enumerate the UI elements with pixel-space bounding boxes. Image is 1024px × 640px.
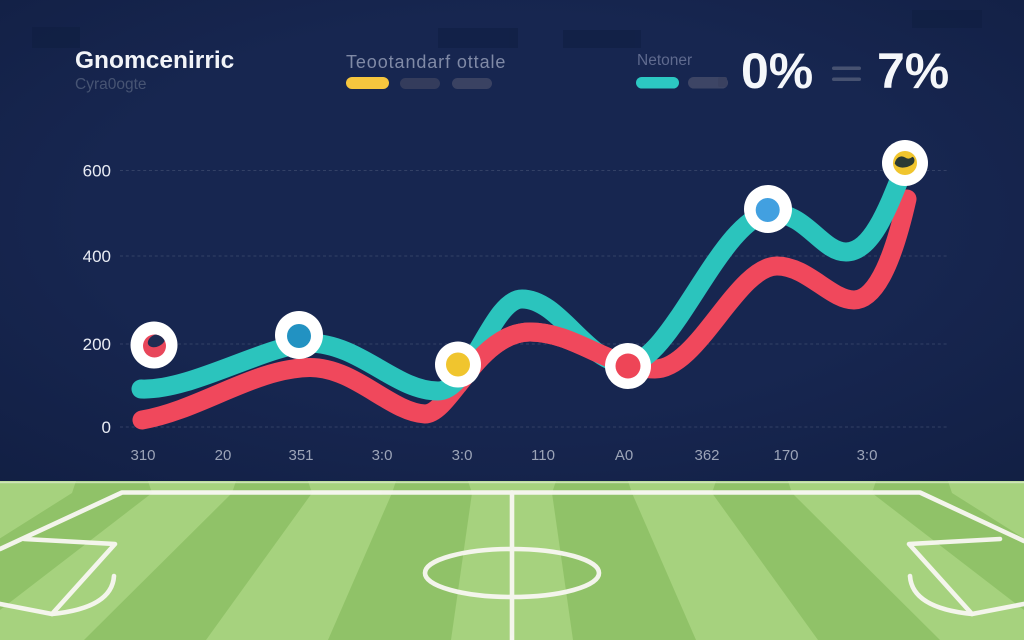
svg-text:3:0: 3:0 bbox=[452, 447, 473, 464]
svg-text:Netoner: Netoner bbox=[637, 52, 692, 69]
svg-text:400: 400 bbox=[83, 247, 111, 266]
svg-text:351: 351 bbox=[288, 447, 313, 464]
svg-text:Teootandarf ottale: Teootandarf ottale bbox=[346, 52, 506, 72]
svg-text:7%: 7% bbox=[877, 43, 949, 99]
svg-text:600: 600 bbox=[83, 162, 111, 181]
svg-text:170: 170 bbox=[773, 447, 798, 464]
svg-text:3:0: 3:0 bbox=[372, 447, 393, 464]
svg-text:Gnomcenirric: Gnomcenirric bbox=[75, 47, 234, 74]
svg-text:Cyra0ogte: Cyra0ogte bbox=[75, 76, 147, 93]
svg-text:0%: 0% bbox=[741, 43, 813, 99]
svg-text:200: 200 bbox=[83, 335, 111, 354]
svg-text:20: 20 bbox=[215, 447, 232, 464]
svg-text:0: 0 bbox=[102, 418, 111, 437]
svg-text:362: 362 bbox=[694, 447, 719, 464]
svg-text:310: 310 bbox=[130, 447, 155, 464]
svg-text:A0: A0 bbox=[615, 447, 633, 464]
svg-text:3:0: 3:0 bbox=[857, 447, 878, 464]
svg-text:110: 110 bbox=[531, 447, 555, 464]
